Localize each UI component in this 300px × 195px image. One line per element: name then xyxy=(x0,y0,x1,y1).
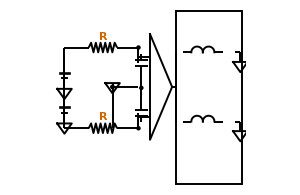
Text: R: R xyxy=(99,32,107,42)
Text: R: R xyxy=(99,113,107,122)
Circle shape xyxy=(111,85,114,89)
Circle shape xyxy=(137,127,140,130)
Circle shape xyxy=(137,46,140,49)
Circle shape xyxy=(140,86,143,90)
Bar xyxy=(176,11,242,184)
Circle shape xyxy=(111,85,114,89)
